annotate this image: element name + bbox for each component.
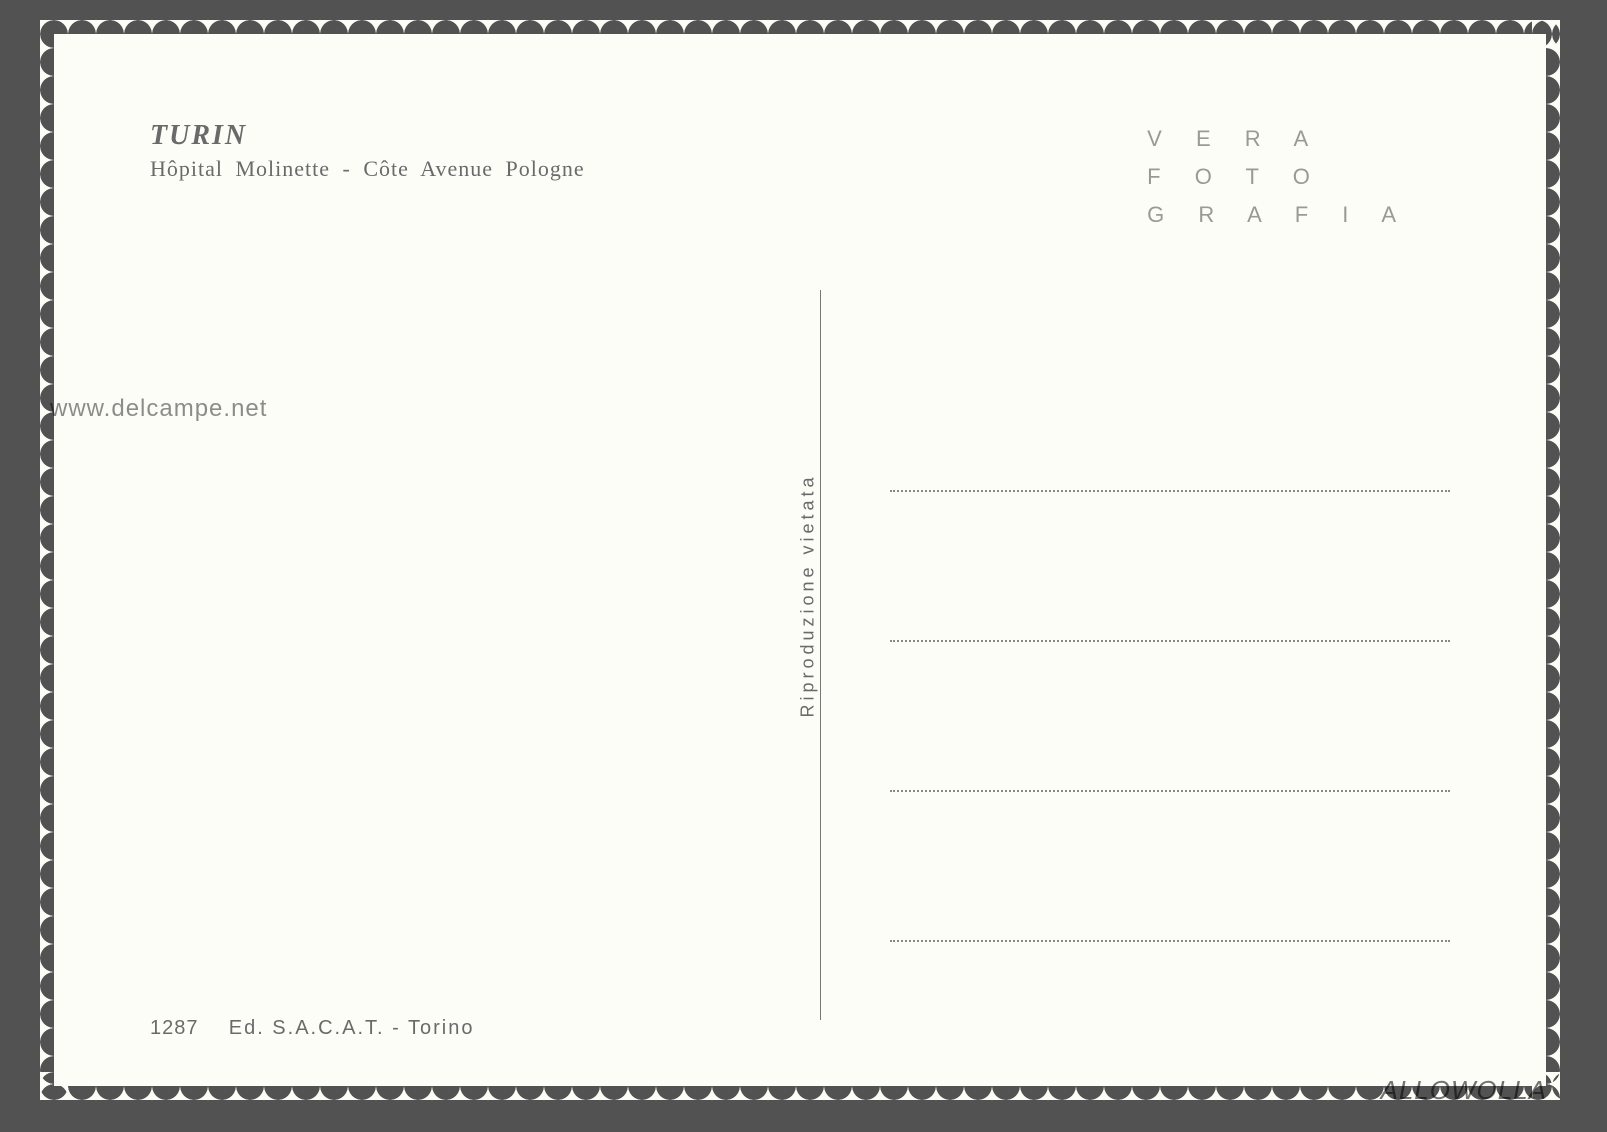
postcard-back: TURIN Hôpital Molinette - Côte Avenue Po…: [40, 20, 1560, 1100]
address-line-4: [890, 940, 1450, 942]
center-divider: [820, 290, 821, 1020]
address-line-2: [890, 640, 1450, 642]
stage: TURIN Hôpital Molinette - Côte Avenue Po…: [0, 0, 1607, 1132]
stamp-label-line2: F O T O: [1147, 158, 1410, 196]
title-subtitle: Hôpital Molinette - Côte Avenue Pologne: [150, 156, 585, 182]
divider-label: Riproduzione vietata: [798, 473, 819, 717]
watermark-user: ALLOWOLLA: [1380, 1075, 1547, 1106]
watermark-site: www.delcampe.net: [50, 395, 267, 423]
publisher-line: 1287 Ed. S.A.C.A.T. - Torino: [150, 1017, 474, 1040]
publisher-text: Ed. S.A.C.A.T. - Torino: [229, 1017, 475, 1039]
publisher-number: 1287: [150, 1017, 199, 1039]
address-line-1: [890, 490, 1450, 492]
stamp-area-label: V E R A F O T O G R A F I A: [1147, 120, 1410, 234]
stamp-label-line1: V E R A: [1147, 120, 1410, 158]
title-block: TURIN Hôpital Molinette - Côte Avenue Po…: [150, 120, 585, 182]
title-city: TURIN: [150, 120, 585, 152]
address-line-3: [890, 790, 1450, 792]
stamp-label-line3: G R A F I A: [1147, 196, 1410, 234]
